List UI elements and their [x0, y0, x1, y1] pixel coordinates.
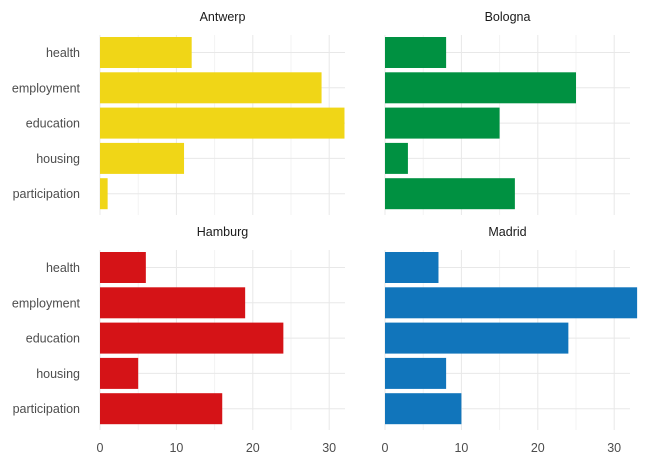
panel-antwerp: Antwerp health employment education housing p… [12, 10, 345, 215]
x-tick-label: 0 [382, 441, 389, 452]
x-tick-label: 10 [169, 441, 183, 452]
x-tick-label: 30 [322, 441, 336, 452]
bar-employment [385, 287, 638, 319]
bar-education [100, 322, 284, 354]
category-label: housing [36, 367, 80, 381]
bar-housing [385, 142, 408, 174]
panel-hamburg: Hamburg health employment education housing p… [12, 225, 345, 452]
category-label: education [26, 332, 80, 346]
bar-health [385, 252, 439, 283]
category-label: participation [13, 402, 80, 416]
panel-title: Madrid [488, 225, 526, 239]
category-label: education [26, 117, 80, 131]
bar-participation [100, 178, 108, 210]
bar-education [385, 107, 500, 139]
panel-title: Antwerp [200, 10, 246, 24]
bar-participation [100, 393, 223, 425]
x-tick-label: 30 [607, 441, 621, 452]
panel-title: Bologna [485, 10, 531, 24]
bar-housing [385, 357, 447, 389]
bar-housing [100, 142, 185, 174]
category-label: housing [36, 152, 80, 166]
panel-title: Hamburg [197, 225, 248, 239]
bar-health [100, 252, 146, 283]
bar-housing [100, 357, 139, 389]
bar-education [385, 322, 569, 354]
bar-participation [385, 393, 462, 425]
category-label: health [46, 46, 80, 60]
x-tick-label: 0 [97, 441, 104, 452]
category-label: employment [12, 81, 81, 95]
x-tick-label: 10 [454, 441, 468, 452]
category-label: participation [13, 187, 80, 201]
bar-employment [385, 72, 576, 104]
bar-health [385, 37, 447, 68]
category-label: employment [12, 296, 81, 310]
x-tick-label: 20 [246, 441, 260, 452]
bar-participation [385, 178, 515, 210]
panel-bologna: Bologna [384, 10, 630, 215]
category-label: health [46, 261, 80, 275]
panel-madrid: Madrid 0 10 20 30 [382, 225, 638, 452]
bar-education [100, 107, 345, 139]
bar-employment [100, 287, 246, 319]
bar-employment [100, 72, 322, 104]
x-tick-label: 20 [531, 441, 545, 452]
bar-health [100, 37, 192, 68]
